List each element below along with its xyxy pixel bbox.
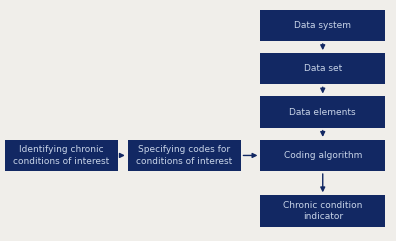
FancyBboxPatch shape	[261, 96, 385, 128]
Text: Data elements: Data elements	[289, 107, 356, 117]
FancyBboxPatch shape	[261, 53, 385, 84]
FancyBboxPatch shape	[261, 10, 385, 41]
FancyBboxPatch shape	[5, 140, 118, 171]
FancyBboxPatch shape	[128, 140, 240, 171]
Text: Coding algorithm: Coding algorithm	[284, 151, 362, 160]
Text: Specifying codes for
conditions of interest: Specifying codes for conditions of inter…	[136, 145, 232, 166]
Text: Data set: Data set	[304, 64, 342, 73]
FancyBboxPatch shape	[261, 140, 385, 171]
Text: Identifying chronic
conditions of interest: Identifying chronic conditions of intere…	[13, 145, 110, 166]
Text: Chronic condition
indicator: Chronic condition indicator	[283, 201, 362, 221]
FancyBboxPatch shape	[261, 195, 385, 227]
Text: Data system: Data system	[294, 21, 351, 30]
